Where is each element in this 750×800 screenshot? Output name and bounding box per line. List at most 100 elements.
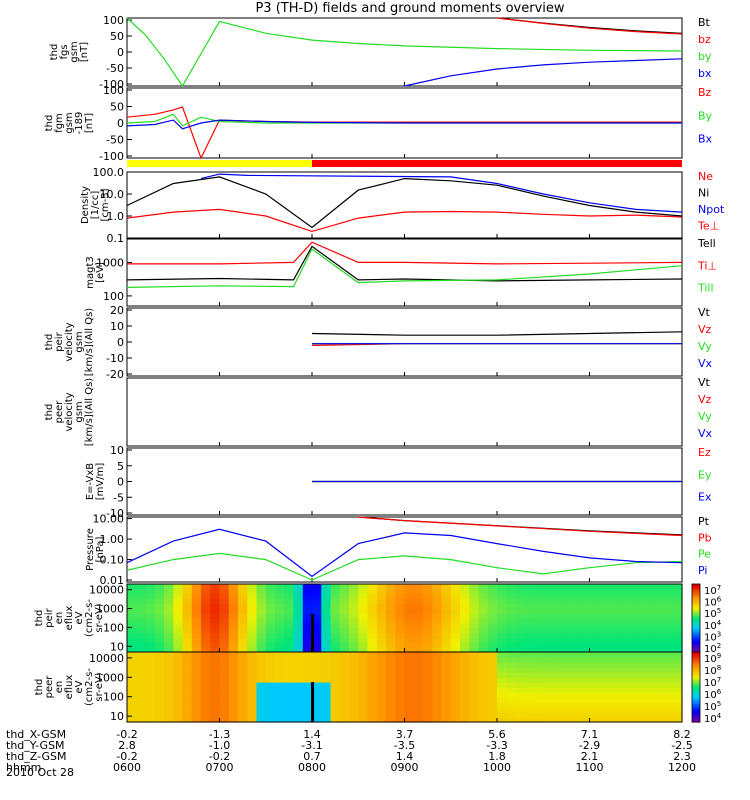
y-axis-label-line: eflux (64, 675, 75, 700)
heatmap-cell (654, 584, 665, 590)
heatmap-cell (598, 677, 609, 683)
heatmap-cell (349, 647, 359, 653)
heatmap-cell (460, 692, 470, 698)
heatmap-cell (497, 642, 507, 648)
heatmap-cell (469, 687, 480, 693)
heatmap-cell (191, 618, 202, 624)
colorbar-segment (692, 633, 700, 637)
heatmap-cell (330, 672, 341, 678)
panel-frame (126, 171, 683, 239)
heatmap-cell (423, 652, 433, 658)
heatmap-cell (201, 593, 211, 600)
y-axis-label-line: thd (34, 610, 45, 627)
heatmap-cell (164, 584, 174, 590)
heatmap-cell (524, 667, 535, 673)
heatmap-cell (441, 637, 452, 643)
legend-label: Pi (698, 564, 707, 577)
heatmap-cell (358, 652, 369, 658)
heatmap-cell (349, 662, 359, 668)
heatmap-cell (238, 697, 248, 703)
heatmap-cell (191, 652, 202, 658)
series-line-Tell (126, 245, 683, 282)
heatmap-cell (432, 603, 443, 609)
heatmap-cell (497, 662, 507, 668)
ephemeris-cell: -0.2 (116, 750, 137, 763)
heatmap-cell (561, 652, 572, 658)
heatmap-cell (312, 717, 322, 723)
heatmap-cell (441, 717, 452, 723)
heatmap-cell (145, 642, 156, 648)
heatmap-cell (265, 662, 276, 668)
heatmap-cell (487, 632, 498, 639)
y-axis-label-line: peer (44, 675, 55, 699)
heatmap-cell (413, 712, 424, 718)
y-axis-label-line: peer (54, 400, 65, 424)
panel-frame (126, 307, 683, 377)
heatmap-cell (339, 682, 350, 688)
heatmap-cell (478, 637, 489, 643)
heatmap-cell (275, 687, 285, 693)
heatmap-cell (635, 603, 646, 609)
heatmap-cell (145, 692, 156, 698)
heatmap-cell (210, 622, 221, 629)
heatmap-cell (534, 613, 544, 619)
heatmap-cell (626, 637, 637, 643)
heatmap-cell (247, 647, 258, 653)
colorbar-segment (692, 595, 700, 599)
legend-label: Pe (698, 548, 711, 561)
ephemeris-cell: 1.4 (396, 750, 414, 763)
heatmap-cell (534, 697, 544, 703)
heatmap-cell (386, 652, 396, 658)
heatmap-cell (275, 662, 285, 668)
heatmap-cell (136, 584, 147, 590)
heatmap-cell (487, 622, 498, 629)
heatmap-cell (663, 717, 674, 723)
heatmap-cell (219, 647, 230, 653)
heatmap-cell (497, 627, 507, 634)
heatmap-cell (432, 687, 443, 693)
colorbar-segment (692, 606, 700, 610)
series-line-bz (496, 17, 683, 35)
heatmap-cell (423, 682, 433, 688)
heatmap-cell (404, 712, 415, 718)
heatmap-cell (598, 682, 609, 688)
heatmap-cell (376, 598, 387, 605)
heatmap-cell (487, 642, 498, 648)
heatmap-cell (395, 647, 406, 653)
heatmap-cell (386, 682, 396, 688)
y-axis-label-line: velocity (64, 392, 75, 431)
heatmap-cell (191, 603, 202, 609)
heatmap-cell (201, 702, 211, 708)
heatmap-cell (608, 613, 618, 619)
heatmap-cell (413, 692, 424, 698)
heatmap-cell (154, 667, 165, 673)
heatmap-cell (395, 677, 406, 683)
heatmap-cell (413, 667, 424, 673)
heatmap-cell (469, 588, 480, 595)
colorbar-segment (692, 694, 700, 697)
heatmap-cell (191, 702, 202, 708)
heatmap-cell (450, 672, 461, 678)
heatmap-cell (663, 608, 674, 614)
heatmap-cell (423, 712, 433, 718)
heatmap-cell (534, 687, 544, 693)
heatmap-cell (228, 717, 239, 723)
heatmap-cell (663, 603, 674, 609)
heatmap-cell (367, 584, 378, 590)
heatmap-cell (478, 677, 489, 683)
heatmap-cell (302, 588, 313, 595)
y-axis-label-line: Pressure (85, 528, 96, 571)
heatmap-cell (571, 692, 581, 698)
heatmap-cell (672, 618, 683, 624)
heatmap-cell (164, 632, 174, 639)
heatmap-cell (136, 613, 147, 619)
heatmap-cell (589, 593, 600, 600)
heatmap-cell (663, 642, 674, 648)
heatmap-cell (543, 647, 554, 653)
y-tick-label: 20 (110, 304, 124, 317)
heatmap-cell (136, 642, 147, 648)
heatmap-cell (367, 593, 378, 600)
heatmap-cell (432, 697, 443, 703)
heatmap-cell (571, 588, 581, 595)
heatmap-cell (626, 667, 637, 673)
